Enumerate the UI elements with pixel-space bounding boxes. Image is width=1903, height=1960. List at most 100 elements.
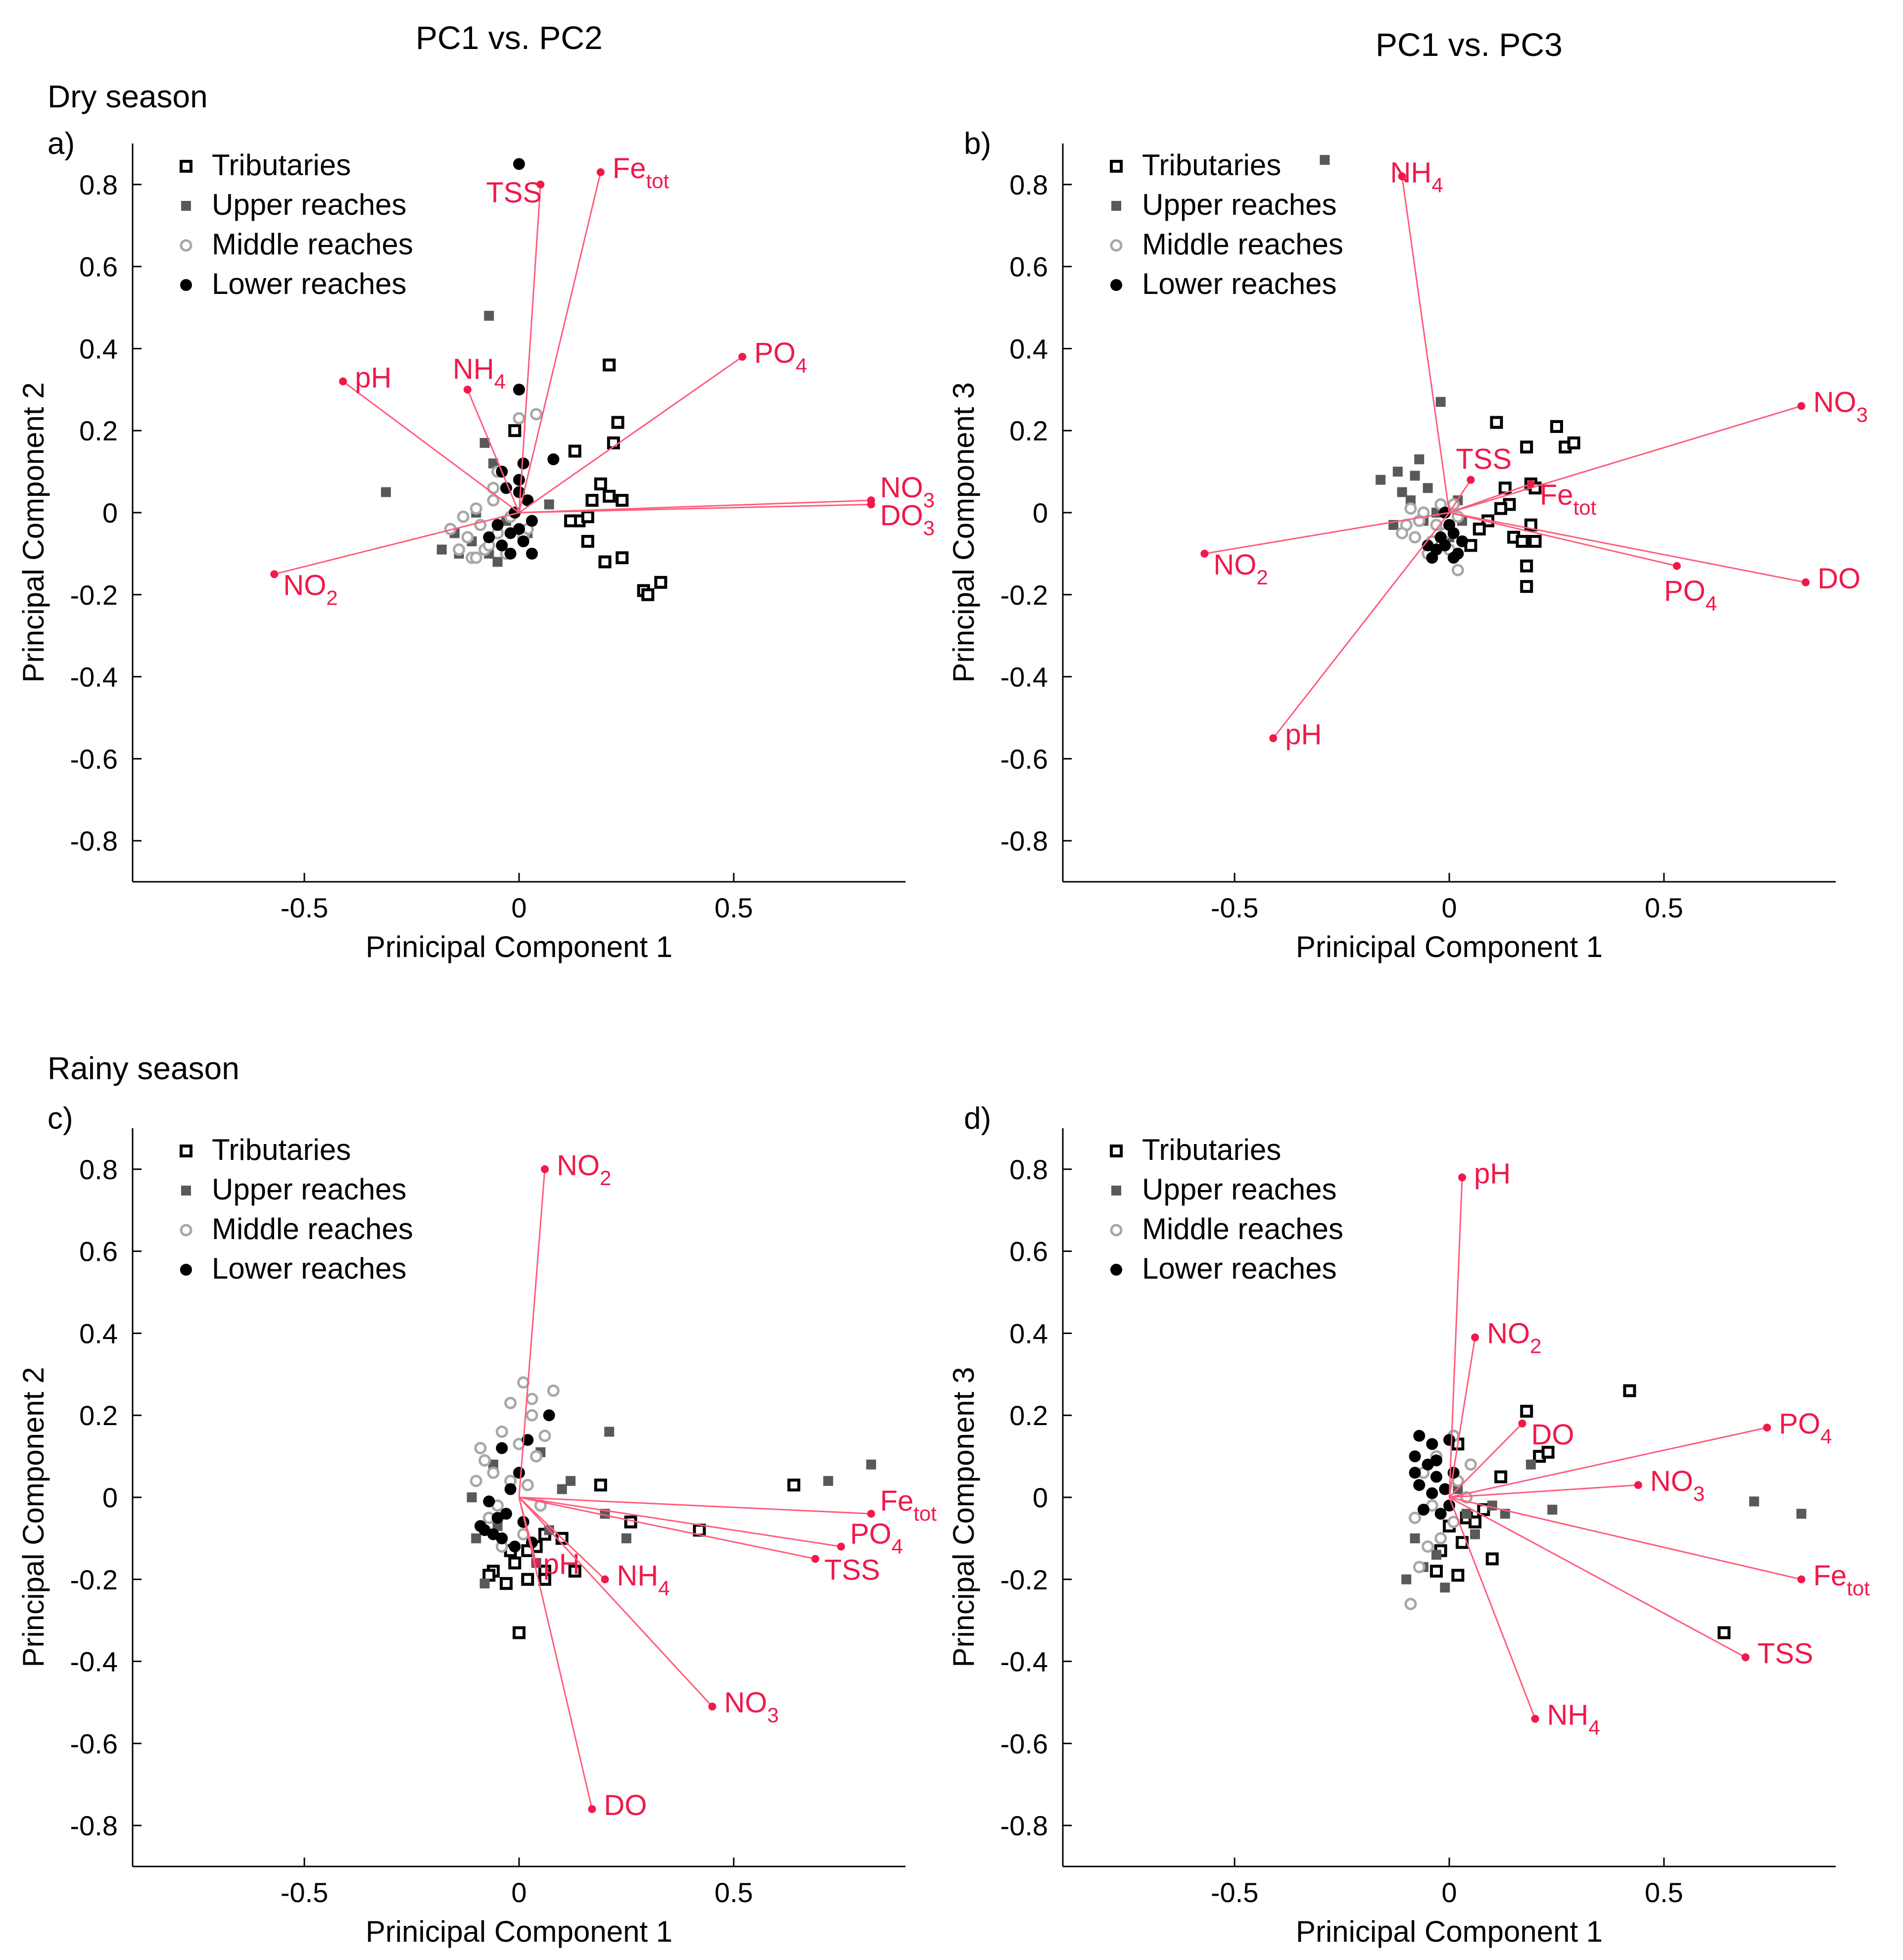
data-point bbox=[1413, 1479, 1426, 1491]
data-point bbox=[487, 1466, 500, 1479]
data-point bbox=[1426, 552, 1438, 564]
panel-letter-d: d) bbox=[964, 1101, 992, 1136]
data-point bbox=[1461, 1509, 1472, 1519]
data-point bbox=[517, 535, 529, 548]
loading-vector-tip bbox=[837, 1542, 845, 1551]
loading-vector-tip bbox=[1802, 578, 1810, 586]
legend: Tributaries Upper reaches Middle reaches Lo… bbox=[1110, 148, 1343, 300]
data-point bbox=[557, 1484, 567, 1494]
data-point bbox=[504, 1396, 517, 1409]
data-point bbox=[483, 1495, 495, 1508]
data-point bbox=[568, 1565, 581, 1578]
data-point bbox=[495, 1425, 508, 1438]
data-point bbox=[1422, 539, 1434, 552]
legend-marker bbox=[1110, 160, 1123, 173]
data-point bbox=[1429, 1565, 1443, 1578]
data-point bbox=[1451, 564, 1464, 576]
legend-label: Middle reaches bbox=[1142, 228, 1343, 261]
data-point bbox=[504, 1483, 517, 1495]
y-tick-label: 0.8 bbox=[1009, 169, 1048, 200]
series-upper-reaches bbox=[467, 1427, 876, 1589]
y-axis-label: Principal Component 3 bbox=[947, 382, 980, 682]
data-point bbox=[1430, 1471, 1442, 1483]
loading-label: Fetot bbox=[1540, 479, 1597, 519]
chart-panel-1: 0.8 0.6 0.4 0.2 0 -0.2 -0.4 -0.6 -0.8 -0.5 0 0.5 Pri… bbox=[17, 143, 935, 963]
data-point bbox=[474, 1520, 486, 1532]
data-point bbox=[478, 1454, 491, 1467]
loading-vector bbox=[274, 512, 520, 575]
legend: Tributaries Upper reaches Middle reaches Lo… bbox=[180, 1133, 413, 1285]
y-tick-label: 0.2 bbox=[1009, 1400, 1048, 1431]
y-tick-label: 0.8 bbox=[79, 169, 118, 200]
x-tick-label: 0 bbox=[511, 892, 526, 923]
y-tick-label: -0.2 bbox=[1000, 579, 1048, 611]
legend-label: Middle reaches bbox=[1142, 1212, 1343, 1245]
data-point bbox=[1426, 1438, 1438, 1450]
data-point bbox=[504, 547, 517, 560]
loading-label: TSS bbox=[1758, 1637, 1813, 1670]
legend-label: Upper reaches bbox=[212, 1173, 407, 1206]
data-point bbox=[513, 383, 525, 396]
legend-marker bbox=[1110, 1264, 1122, 1276]
loading-label: pH bbox=[355, 362, 391, 394]
data-point bbox=[508, 1556, 522, 1570]
season-title-rainy: Rainy season bbox=[48, 1051, 239, 1086]
loading-vector bbox=[1449, 512, 1677, 567]
y-tick-label: -0.2 bbox=[70, 579, 118, 611]
data-point bbox=[1473, 523, 1486, 536]
legend-marker bbox=[181, 201, 191, 211]
loading-label: TSS bbox=[824, 1554, 880, 1586]
loading-vector-tip bbox=[1526, 479, 1535, 488]
data-point bbox=[479, 438, 490, 448]
y-tick-label: -0.6 bbox=[1000, 743, 1048, 774]
data-point bbox=[496, 539, 508, 552]
data-point bbox=[594, 477, 607, 490]
loading-vector-tip bbox=[1763, 1424, 1771, 1432]
loading-label: TSS bbox=[486, 177, 542, 209]
loading-vector bbox=[519, 356, 743, 514]
loading-label: NO2 bbox=[283, 569, 337, 609]
data-point bbox=[496, 1442, 508, 1454]
loading-label: NO3 bbox=[724, 1687, 779, 1727]
legend-marker bbox=[1111, 201, 1121, 211]
legend-label: Upper reaches bbox=[1142, 188, 1337, 221]
data-point bbox=[1796, 1509, 1807, 1519]
y-tick-label: 0 bbox=[1033, 497, 1048, 528]
x-axis-label: Prinicipal Component 1 bbox=[1296, 1915, 1603, 1948]
data-point bbox=[564, 514, 577, 527]
loading-vector-tip bbox=[339, 377, 347, 385]
loading-vector bbox=[1449, 1496, 1802, 1580]
data-point bbox=[517, 1376, 530, 1389]
loading-vector bbox=[518, 1169, 546, 1498]
data-point bbox=[530, 408, 543, 421]
legend-label: Upper reaches bbox=[212, 188, 407, 221]
loading-vector-tip bbox=[1741, 1653, 1750, 1662]
data-point bbox=[1422, 1540, 1434, 1553]
data-point bbox=[1470, 1529, 1480, 1539]
data-point bbox=[621, 1533, 631, 1543]
x-axis-label: Prinicipal Component 1 bbox=[1296, 930, 1603, 963]
loading-vector-tip bbox=[1797, 1575, 1806, 1583]
data-point bbox=[604, 1427, 615, 1437]
y-tick-label: 0.4 bbox=[79, 1318, 118, 1349]
data-point bbox=[453, 543, 466, 556]
loading-label: NH4 bbox=[1390, 156, 1443, 196]
loading-vector-tip bbox=[1398, 172, 1406, 181]
data-point bbox=[603, 489, 616, 503]
loading-vector-tip bbox=[867, 500, 875, 509]
data-point bbox=[1409, 1511, 1422, 1524]
data-point bbox=[1434, 531, 1447, 543]
data-point bbox=[1525, 1459, 1536, 1470]
data-point bbox=[1410, 471, 1420, 481]
data-point bbox=[470, 551, 482, 564]
data-point bbox=[1520, 440, 1533, 454]
legend-marker bbox=[1110, 1224, 1123, 1237]
data-point bbox=[1414, 454, 1425, 465]
data-point bbox=[1520, 580, 1533, 593]
data-point bbox=[1434, 1508, 1447, 1520]
panel-letter-b: b) bbox=[964, 127, 992, 161]
y-tick-label: -0.6 bbox=[70, 743, 118, 774]
data-point bbox=[1409, 1450, 1421, 1463]
data-point bbox=[513, 486, 525, 498]
data-point bbox=[381, 487, 391, 497]
